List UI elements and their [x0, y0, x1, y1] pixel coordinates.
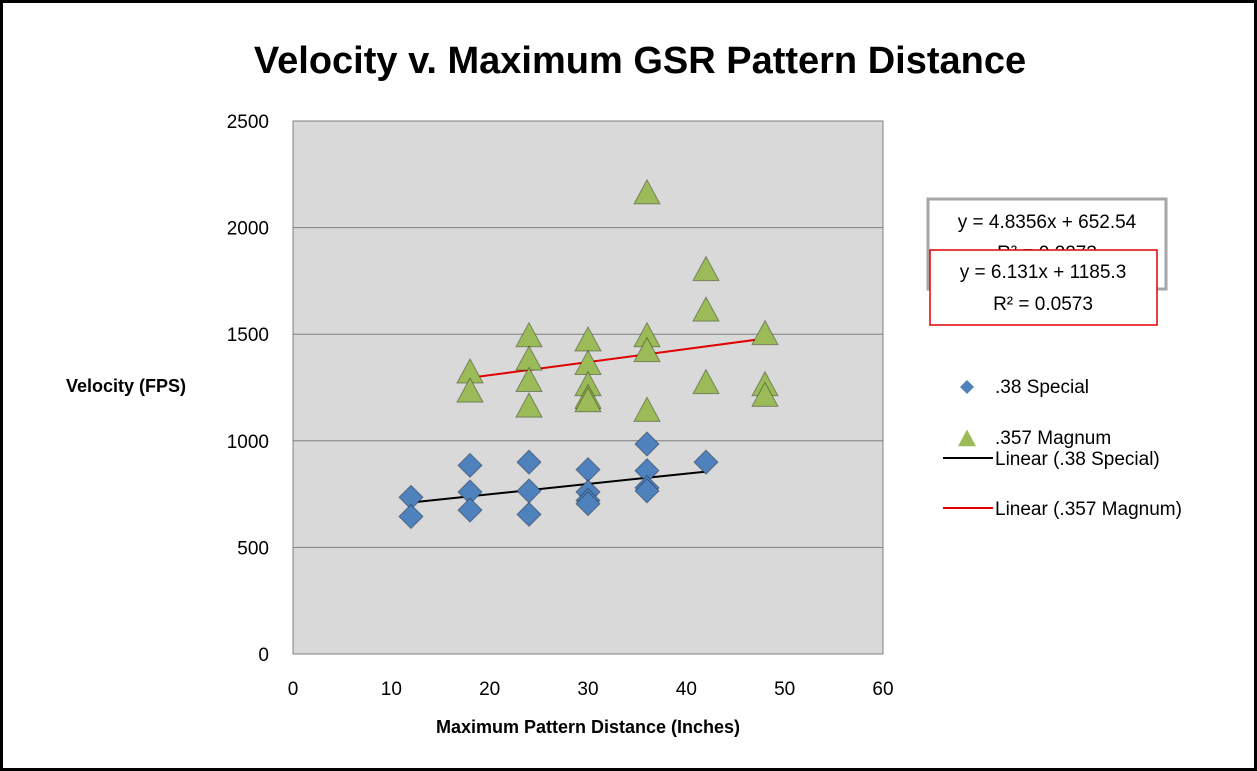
data-point-38-special [634, 431, 660, 457]
x-tick-label: 60 [872, 679, 893, 700]
y-tick-label: 1000 [227, 432, 269, 453]
data-point-38-special [516, 501, 542, 528]
trendline [410, 470, 707, 504]
x-tick-label: 20 [479, 679, 500, 700]
data-point-357-magnum [574, 386, 602, 413]
data-point-38-special [634, 478, 660, 504]
data-point-38-special [457, 452, 483, 479]
y-tick-label: 2500 [227, 112, 269, 133]
y-tick-label: 0 [258, 645, 269, 666]
equation-357-magnum: y = 6.131x + 1185.3 [960, 262, 1127, 283]
trendlines [410, 337, 766, 504]
data-point-357-magnum [515, 366, 543, 393]
legend-diamond-icon [960, 380, 974, 394]
equation-box-357-magnum: y = 6.131x + 1185.3 R² = 0.0573 [929, 249, 1158, 326]
data-point-357-magnum [515, 391, 543, 418]
y-tick-label: 500 [237, 538, 269, 559]
chart-title: Velocity v. Maximum GSR Pattern Distance [254, 40, 1026, 82]
data-point-357-magnum [633, 178, 661, 205]
data-point-38-special [398, 503, 424, 530]
legend-triangle-icon [958, 429, 976, 447]
equation-box-border [929, 249, 1158, 326]
x-tick-label: 50 [774, 679, 795, 700]
trendline [469, 337, 766, 379]
data-point-38-special [516, 449, 542, 475]
legend-label-357-magnum: .357 Magnum [995, 428, 1111, 449]
x-tick-label: 40 [676, 679, 697, 700]
x-axis-ticks: 0 10 20 30 40 50 60 [288, 679, 894, 700]
y-axis-title: Velocity (FPS) [66, 376, 186, 396]
data-point-38-special [575, 490, 601, 517]
x-axis-title: Maximum Pattern Distance (Inches) [436, 717, 740, 737]
x-tick-label: 10 [381, 679, 402, 700]
legend-label-38-special: .38 Special [995, 377, 1089, 398]
data-markers [398, 178, 779, 530]
data-point-357-magnum [456, 377, 484, 403]
scatter-chart: Velocity v. Maximum GSR Pattern Distance… [66, 40, 1182, 737]
data-point-357-magnum [692, 255, 720, 282]
x-tick-label: 0 [288, 679, 299, 700]
y-tick-label: 2000 [227, 219, 269, 240]
legend-label-linear-357: Linear (.357 Magnum) [995, 499, 1182, 520]
equation-38-special: y = 4.8356x + 652.54 [958, 212, 1137, 233]
data-point-357-magnum [633, 396, 661, 422]
data-point-357-magnum [751, 319, 779, 346]
x-tick-label: 30 [577, 679, 598, 700]
y-axis-ticks: 0 500 1000 1500 2000 2500 [227, 112, 269, 666]
legend: .38 Special .357 Magnum Linear (.38 Spec… [943, 377, 1182, 520]
data-point-357-magnum [692, 296, 720, 322]
data-point-38-special [457, 497, 483, 523]
legend-label-linear-38: Linear (.38 Special) [995, 449, 1160, 470]
gridlines [293, 120, 883, 655]
y-tick-label: 1500 [227, 325, 269, 346]
r2-357-magnum: R² = 0.0573 [993, 294, 1093, 315]
data-point-38-special [693, 449, 719, 475]
data-point-357-magnum [751, 381, 779, 407]
data-point-357-magnum [692, 368, 720, 395]
data-point-357-magnum [633, 336, 661, 363]
